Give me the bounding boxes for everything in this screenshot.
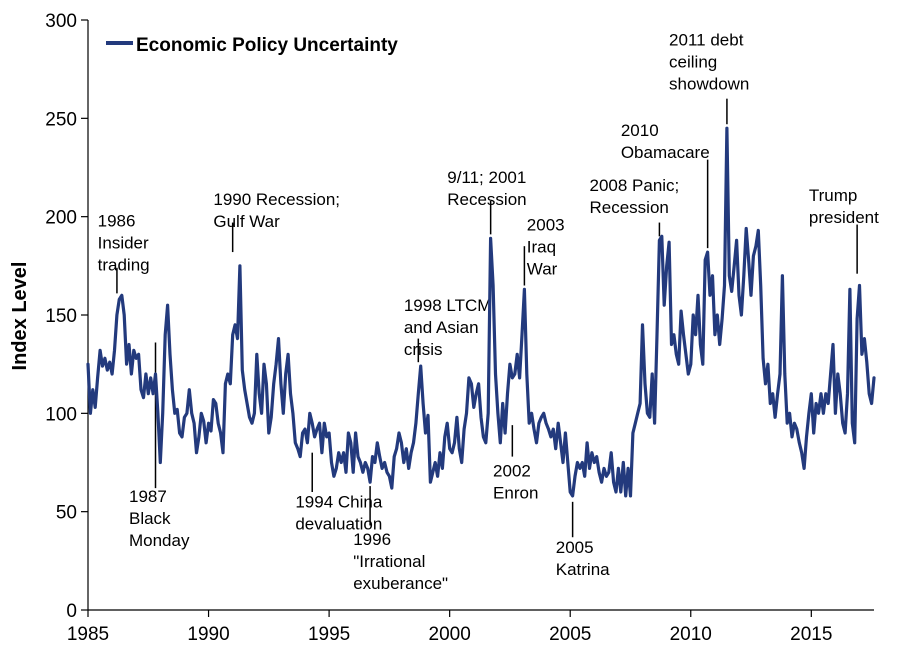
annotation-label: 2003 Iraq War <box>527 215 565 278</box>
annotation-line: 2011 debt <box>669 31 744 50</box>
annotation-line: Recession <box>589 198 668 217</box>
annotation-label: 1994 China devaluation <box>295 493 383 534</box>
annotation-line: Trump <box>809 186 858 205</box>
y-tick-label: 150 <box>45 306 77 327</box>
series-layer <box>86 126 876 498</box>
annotation-line: 2005 <box>556 538 594 557</box>
annotation-line: 1996 <box>353 530 391 549</box>
annotation-line: War <box>527 259 558 278</box>
annotation-label: 2011 debt ceiling showdown <box>669 31 749 94</box>
annotation-line: and Asian <box>404 318 479 337</box>
y-tick-label: 300 <box>45 11 77 32</box>
annotation-line: Gulf War <box>213 212 280 231</box>
annotation-label: 2005 Katrina <box>556 538 610 579</box>
annotation-line: 1994 China <box>295 493 383 512</box>
legend-label: Economic Policy Uncertainty <box>136 35 398 56</box>
annotation-line: Monday <box>129 531 190 550</box>
annotation-line: Iraq <box>527 237 556 256</box>
annotation-line: Insider <box>98 234 149 253</box>
annotation-line: Katrina <box>556 560 610 579</box>
annotation-label: 1987 Black Monday <box>129 487 190 550</box>
x-tick-label: 1995 <box>308 624 350 645</box>
annotation-label: 1996 "Irrational exuberance" <box>353 530 448 593</box>
x-tick-label: 2005 <box>549 624 591 645</box>
annotation-line: 1998 LTCM <box>404 296 492 315</box>
annotation-label: 2008 Panic; Recession <box>589 176 679 217</box>
annotation-label: Trump president <box>809 186 879 227</box>
annotation-line: 2010 <box>621 121 659 140</box>
annotation-line: ceiling <box>669 53 717 72</box>
annotation-line: Recession <box>447 190 526 209</box>
annotation-label: 9/11; 2001 Recession <box>447 168 526 209</box>
annotation-line: trading <box>98 256 150 275</box>
annotation-line: "Irrational <box>353 552 425 571</box>
annotation-line: 2002 <box>493 461 531 480</box>
y-tick-label: 0 <box>66 601 77 622</box>
annotation-line: 1987 <box>129 487 167 506</box>
annotation-line: 9/11; 2001 <box>447 168 526 187</box>
annotation-label: 1986 Insider trading <box>98 212 150 275</box>
y-tick-label: 100 <box>45 404 77 425</box>
annotation-line: 1986 <box>98 212 136 231</box>
annotation-label: 2010 Obamacare <box>621 121 710 162</box>
annotation-line: showdown <box>669 75 749 94</box>
y-axis-title: Index Level <box>9 262 31 371</box>
x-tick-label: 2000 <box>429 624 471 645</box>
annotation-label: 1998 LTCM and Asian crisis <box>404 296 492 359</box>
annotation-line: Obamacare <box>621 143 710 162</box>
y-tick-label: 200 <box>45 208 77 229</box>
y-tick-label: 50 <box>56 503 77 524</box>
annotation-line: president <box>809 208 879 227</box>
annotation-line: devaluation <box>295 515 382 534</box>
annotation-label: 1990 Recession; Gulf War <box>213 190 340 231</box>
annotation-line: 2003 <box>527 215 565 234</box>
annotation-line: crisis <box>404 340 443 359</box>
annotation-line: exuberance" <box>353 574 448 593</box>
x-tick-label: 2010 <box>670 624 712 645</box>
annotation-line: Black <box>129 509 171 528</box>
x-tick-label: 1985 <box>67 624 109 645</box>
legend: Economic Policy Uncertainty <box>106 35 398 56</box>
x-tick-label: 1990 <box>187 624 229 645</box>
x-tick-label: 2015 <box>790 624 832 645</box>
y-tick-label: 250 <box>45 109 77 130</box>
annotation-label: 2002 Enron <box>493 461 538 502</box>
series-line <box>86 126 876 498</box>
annotation-line: Enron <box>493 483 538 502</box>
annotation-line: 2008 Panic; <box>589 176 679 195</box>
annotations: 1986 Insider trading 1987 Black Monday 1990 Re… <box>98 31 879 594</box>
annotation-line: 1990 Recession; <box>213 190 340 209</box>
